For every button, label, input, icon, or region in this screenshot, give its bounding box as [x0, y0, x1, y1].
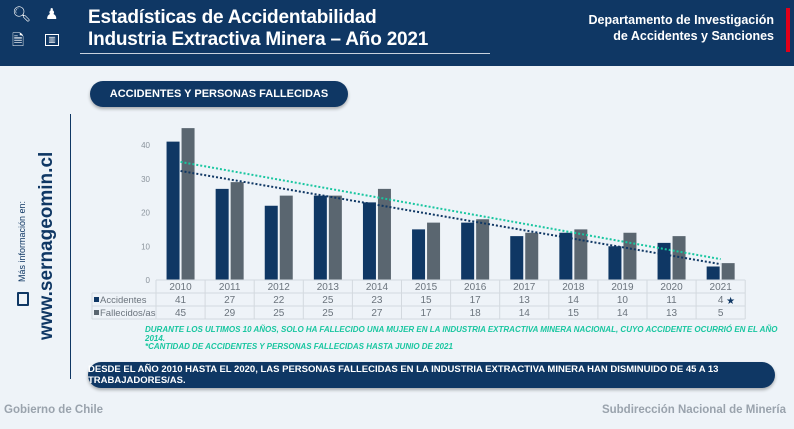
- x-tick-label: 2014: [366, 282, 389, 293]
- bar-accidentes: [313, 195, 327, 280]
- bar-fallecidosas: [328, 195, 342, 280]
- section-title: ACCIDENTES Y PERSONAS FALLECIDAS: [90, 81, 348, 107]
- x-tick-label: 2012: [268, 282, 291, 293]
- x-tick-label: 2016: [464, 282, 487, 293]
- data-cell: 14: [568, 295, 580, 306]
- y-tick-label: 10: [141, 242, 150, 251]
- department-name: Departamento de Investigación de Accident…: [589, 12, 774, 44]
- x-tick-label: 2021: [710, 282, 733, 293]
- data-cell: 13: [666, 308, 678, 319]
- bar-fallecidosas: [623, 232, 637, 280]
- dept-line2: de Accidentes y Sanciones: [613, 29, 774, 43]
- data-cell: 27: [224, 295, 236, 306]
- data-cell: 45: [175, 308, 187, 319]
- data-cell: 25: [273, 308, 285, 319]
- x-tick-label: 2010: [169, 282, 192, 293]
- bar-fallecidosas: [230, 182, 244, 280]
- page-subtitle: Industria Extractiva Minera – Año 2021: [88, 29, 429, 50]
- legend-swatch: [94, 297, 99, 302]
- bar-fallecidosas: [476, 219, 490, 280]
- bar-accidentes: [510, 236, 524, 280]
- bar-accidentes: [264, 205, 278, 280]
- note-women: DURANTE LOS ULTIMOS 10 AÑOS, SOLO HA FAL…: [145, 325, 778, 343]
- y-tick-label: 40: [141, 141, 150, 150]
- x-tick-label: 2020: [660, 282, 683, 293]
- summary-banner: DESDE EL AÑO 2010 HASTA EL 2020, LAS PER…: [88, 362, 775, 388]
- footer-gobierno: Gobierno de Chile: [4, 404, 104, 416]
- accent-bar: [786, 8, 790, 52]
- trendline: [180, 169, 721, 266]
- data-cell: 25: [322, 308, 334, 319]
- bar-accidentes: [362, 202, 376, 280]
- data-cell: 14: [617, 308, 629, 319]
- bar-fallecidosas: [377, 188, 391, 280]
- data-cell: 15: [420, 295, 432, 306]
- bar-accidentes: [215, 188, 229, 280]
- bar-accidentes: [461, 222, 475, 280]
- dept-line1: Departamento de Investigación: [588, 13, 774, 27]
- data-cell: 10: [617, 295, 629, 306]
- bar-fallecidosas: [181, 128, 195, 280]
- bar-fallecidosas: [721, 263, 735, 280]
- search-chart-icon[interactable]: 🔍︎: [12, 6, 32, 23]
- bar-fallecidosas: [525, 232, 539, 280]
- data-cell: 15: [568, 308, 580, 319]
- data-cell: 41: [175, 295, 187, 306]
- data-cell: 22: [273, 295, 285, 306]
- sidebar-divider: [70, 114, 71, 379]
- bar-fallecidosas: [427, 222, 441, 280]
- bar-fallecidosas: [279, 195, 293, 280]
- bar-accidentes: [657, 242, 671, 280]
- header: 🔍︎ ♟ 🗎 ▥ Estadísticas de Accidentabilida…: [0, 0, 794, 66]
- data-cell: 27: [371, 308, 383, 319]
- data-cell: 13: [519, 295, 531, 306]
- bar-accidentes: [412, 229, 426, 280]
- y-tick-label: 0: [146, 276, 151, 285]
- presentation-icon[interactable]: ▥: [45, 34, 59, 46]
- y-tick-label: 20: [141, 209, 150, 218]
- bar-accidentes: [608, 246, 622, 280]
- x-tick-label: 2011: [219, 282, 241, 293]
- legend-label: Fallecidos/as: [100, 308, 156, 319]
- legend-label: Accidentes: [100, 295, 147, 306]
- footer-subdireccion: Subdirección Nacional de Minería: [601, 404, 786, 416]
- bar-accidentes: [166, 141, 180, 280]
- data-cell: 11: [666, 295, 677, 306]
- data-cell: 29: [224, 308, 236, 319]
- asterisk-annotation: ★: [726, 296, 735, 307]
- chart: 0 10 20 30 40 2010 2011 2012 2013 2014 2015 2016 201…: [91, 128, 746, 320]
- legend-swatch: [94, 310, 99, 315]
- data-cell: 17: [420, 308, 432, 319]
- x-tick-label: 2013: [317, 282, 340, 293]
- data-cell: 5: [718, 308, 724, 319]
- bar-fallecidosas: [574, 229, 588, 280]
- bar-fallecidosas: [672, 236, 686, 280]
- data-cell: 23: [371, 295, 383, 306]
- x-tick-label: 2017: [513, 282, 536, 293]
- data-cell: 18: [470, 308, 482, 319]
- worker-icon[interactable]: ♟: [45, 6, 59, 23]
- title-underline: [80, 53, 490, 54]
- y-tick-label: 30: [141, 175, 150, 184]
- x-tick-label: 2015: [415, 282, 438, 293]
- trendline: [180, 160, 721, 261]
- x-tick-label: 2019: [611, 282, 634, 293]
- bar-accidentes: [559, 232, 573, 280]
- x-tick-label: 2018: [562, 282, 585, 293]
- data-cell: 25: [322, 295, 334, 306]
- monitor-icon: [17, 292, 29, 306]
- note-partial-year: *CANTIDAD DE ACCIDENTES Y PERSONAS FALLE…: [145, 342, 453, 351]
- page-title: Estadísticas de Accidentabilidad: [88, 7, 377, 28]
- document-icon[interactable]: 🗎: [12, 32, 25, 49]
- data-cell: 17: [470, 295, 482, 306]
- data-cell: 4: [718, 295, 724, 306]
- bar-accidentes: [706, 266, 720, 280]
- data-cell: 14: [519, 308, 531, 319]
